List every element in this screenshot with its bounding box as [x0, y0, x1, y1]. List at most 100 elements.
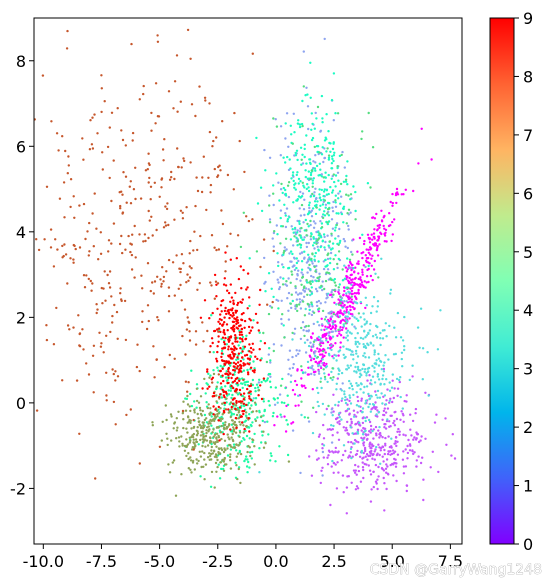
- scatter-point: [198, 282, 201, 285]
- scatter-point: [155, 358, 158, 361]
- scatter-point: [337, 212, 340, 215]
- scatter-point: [331, 295, 334, 299]
- scatter-point: [249, 454, 252, 458]
- scatter-point: [245, 425, 248, 428]
- scatter-point: [168, 471, 172, 474]
- scatter-point: [310, 215, 314, 218]
- scatter-point: [312, 322, 315, 326]
- scatter-point: [210, 415, 213, 418]
- scatter-point: [352, 469, 356, 472]
- scatter-point: [285, 112, 289, 115]
- scatter-point: [226, 394, 229, 397]
- scatter-point: [325, 150, 328, 153]
- scatter-point: [295, 261, 299, 265]
- scatter-point: [130, 268, 134, 271]
- scatter-point: [301, 321, 305, 324]
- scatter-point: [128, 185, 131, 188]
- scatter-point: [365, 453, 369, 456]
- scatter-point: [363, 427, 367, 430]
- scatter-point: [163, 366, 166, 369]
- scatter-point: [201, 321, 204, 324]
- scatter-point: [301, 385, 304, 388]
- scatter-point: [326, 380, 329, 384]
- scatter-point: [374, 390, 377, 393]
- scatter-point: [243, 326, 246, 329]
- scatter-point: [301, 99, 304, 103]
- scatter-point: [334, 327, 337, 330]
- scatter-point: [308, 158, 312, 161]
- scatter-point: [238, 441, 242, 444]
- scatter-point: [319, 349, 323, 352]
- colorbar-tick-label: 3: [523, 360, 533, 379]
- scatter-point: [225, 397, 228, 400]
- scatter-point: [301, 371, 305, 374]
- scatter-point: [354, 415, 358, 418]
- scatter-point: [251, 52, 254, 55]
- scatter-point: [331, 320, 334, 323]
- scatter-point: [332, 393, 335, 396]
- scatter-point: [143, 233, 147, 236]
- scatter-point: [377, 364, 381, 367]
- scatter-point: [376, 325, 379, 329]
- scatter-point: [311, 252, 314, 255]
- scatter-point: [297, 352, 300, 356]
- scatter-point: [213, 167, 216, 171]
- scatter-point: [195, 434, 199, 437]
- scatter-point: [310, 209, 314, 212]
- scatter-point: [215, 385, 218, 388]
- scatter-point: [321, 450, 325, 454]
- scatter-point: [310, 292, 314, 295]
- scatter-point: [354, 340, 357, 343]
- scatter-point: [346, 160, 349, 163]
- scatter-point: [35, 409, 39, 412]
- scatter-point: [368, 402, 371, 406]
- scatter-point: [335, 212, 338, 215]
- scatter-point: [202, 465, 205, 468]
- scatter-point: [223, 363, 227, 366]
- scatter-point: [336, 421, 339, 424]
- scatter-point: [365, 334, 369, 337]
- scatter-point: [399, 395, 402, 399]
- scatter-point: [238, 435, 241, 438]
- scatter-point: [220, 424, 223, 428]
- scatter-point: [301, 153, 304, 156]
- scatter-point: [330, 162, 334, 165]
- scatter-point: [368, 262, 371, 265]
- scatter-point: [261, 419, 264, 423]
- scatter-point: [273, 424, 276, 427]
- scatter-point: [334, 403, 337, 407]
- scatter-point: [326, 456, 329, 459]
- scatter-point: [102, 351, 105, 354]
- scatter-point: [391, 462, 394, 466]
- scatter-point: [193, 409, 196, 412]
- scatter-point: [304, 386, 307, 390]
- scatter-point: [256, 321, 259, 324]
- scatter-point: [222, 390, 225, 394]
- scatter-point: [323, 287, 326, 291]
- scatter-point: [367, 464, 370, 467]
- scatter-point: [291, 174, 295, 177]
- scatter-point: [242, 412, 245, 416]
- scatter-point: [187, 279, 190, 282]
- scatter-point: [300, 195, 304, 198]
- scatter-point: [387, 358, 390, 361]
- scatter-point: [321, 353, 324, 356]
- scatter-point: [369, 424, 373, 428]
- scatter-point: [157, 115, 161, 118]
- scatter-point: [208, 412, 211, 415]
- scatter-point: [306, 183, 309, 186]
- scatter-point: [373, 244, 376, 247]
- scatter-point: [213, 419, 216, 423]
- scatter-point: [295, 149, 299, 152]
- scatter-point: [272, 397, 275, 400]
- scatter-point: [365, 374, 368, 377]
- scatter-point: [392, 396, 395, 400]
- scatter-point: [221, 222, 225, 226]
- scatter-point: [234, 362, 238, 366]
- scatter-point: [369, 428, 373, 431]
- scatter-point: [248, 397, 251, 400]
- scatter-point: [313, 247, 316, 250]
- scatter-point: [223, 309, 227, 313]
- scatter-point: [360, 252, 363, 255]
- scatter-point: [203, 478, 206, 481]
